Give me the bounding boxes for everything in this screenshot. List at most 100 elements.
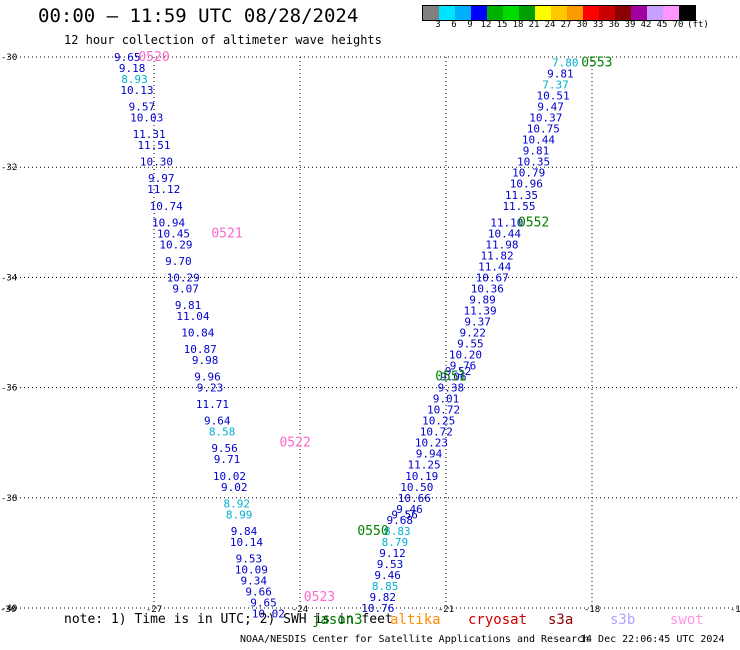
wave-height-value: 10.44: [522, 134, 555, 147]
wave-height-value: 10.67: [476, 271, 509, 284]
wave-height-value: 10.03: [130, 112, 163, 125]
wave-height-value: 9.52: [445, 365, 472, 378]
y-tick-label: -40: [1, 604, 17, 614]
x-tick-label: -30: [0, 605, 16, 615]
wave-height-value: 11.39: [464, 304, 497, 317]
wave-height-value: 10.75: [527, 123, 560, 136]
chart-title: 00:00 – 11:59 UTC 08/28/2024: [38, 5, 359, 27]
legend-label: 30: [576, 20, 588, 30]
wave-height-value: 8.93: [121, 73, 148, 86]
legend-label: 70: [672, 20, 684, 30]
legend-label: (ft): [687, 20, 709, 30]
wave-height-value: 11.82: [481, 249, 514, 262]
y-tick-label: -36: [1, 384, 17, 394]
legend-swatch: [551, 6, 567, 20]
wave-height-value: 9.65: [250, 596, 277, 609]
x-tick-label: -24: [292, 605, 308, 615]
legend-label: 18: [512, 20, 524, 30]
wave-height-value: 10.96: [510, 178, 543, 191]
wave-height-value: 9.65: [114, 51, 141, 64]
wave-height-value: 9.18: [119, 62, 146, 75]
wave-height-value: 7.37: [542, 79, 569, 92]
wave-height-value: 9.89: [469, 293, 496, 306]
wave-height-value: 9.55: [457, 338, 484, 351]
legend-swatch: [679, 6, 695, 20]
wave-height-value: 11.51: [137, 139, 170, 152]
track-time-label: 0550: [357, 524, 388, 539]
wave-height-value: 9.98: [192, 354, 219, 367]
legend-swatch: [647, 6, 663, 20]
track-time-label: 0522: [279, 436, 310, 451]
satellite-label-s3b: s3b: [610, 612, 636, 628]
legend-label: 45: [656, 20, 668, 30]
legend-label: 27: [560, 20, 572, 30]
legend-label: 33: [592, 20, 604, 30]
wave-height-value: 10.72: [427, 404, 460, 417]
wave-height-value: 10.35: [517, 156, 550, 169]
wave-height-value: 10.79: [512, 167, 545, 180]
x-tick-label: -18: [584, 605, 600, 615]
legend-swatch: [487, 6, 503, 20]
wave-height-value: 11.12: [147, 183, 180, 196]
wave-height-value: 10.29: [167, 271, 200, 284]
legend-label: 3: [435, 20, 441, 30]
wave-height-value: 9.82: [369, 591, 396, 604]
wave-height-value: 9.68: [387, 514, 414, 527]
legend-label: 21: [528, 20, 540, 30]
wave-height-value: 11.31: [133, 128, 166, 141]
satellite-label-altika: altika: [390, 612, 441, 628]
wave-height-value: 10.30: [140, 156, 173, 169]
wave-height-value: 10.51: [537, 90, 570, 103]
wave-height-value: 10.66: [398, 492, 431, 505]
wave-height-value: 10.29: [159, 238, 192, 251]
wave-height-value: 9.81: [547, 68, 574, 81]
legend-label: 39: [624, 20, 636, 30]
wave-height-value: 8.83: [384, 525, 411, 538]
wave-height-value: 10.20: [449, 349, 482, 362]
legend-swatch: [519, 6, 535, 20]
wave-height-value: 9.02: [221, 481, 248, 494]
legend-swatch: [455, 6, 471, 20]
wave-height-value: 9.46: [396, 503, 423, 516]
wave-height-value: 10.19: [405, 470, 438, 483]
x-tick-label: -27: [146, 605, 162, 615]
wave-height-value: 10.25: [422, 415, 455, 428]
wave-height-value: 10.23: [415, 437, 448, 450]
legend-label: 36: [608, 20, 620, 30]
wave-height-value: 10.87: [184, 343, 217, 356]
wave-height-value: 9.12: [379, 547, 406, 560]
wave-height-value: 9.53: [377, 558, 404, 571]
wave-height-value: 10.13: [120, 84, 153, 97]
footer-note: note: 1) Time is in UTC; 2) SWH is in fe…: [64, 612, 393, 627]
wave-height-value: 10.36: [471, 282, 504, 295]
wave-height-value: 9.81: [523, 145, 550, 158]
color-legend-bar: [422, 5, 696, 21]
satellite-label-jason3: jason3: [312, 612, 363, 628]
y-tick-label: -30: [1, 53, 17, 63]
y-tick-label: -34: [1, 273, 17, 283]
legend-swatch: [439, 6, 455, 20]
wave-height-value: 9.96: [194, 371, 221, 384]
legend-swatch: [423, 6, 439, 20]
satellite-label-cryosat: cryosat: [468, 612, 528, 628]
wave-height-value: 9.53: [236, 552, 263, 565]
wave-height-value: 10.02: [252, 608, 285, 621]
chart-subtitle: 12 hour collection of altimeter wave hei…: [64, 33, 382, 47]
wave-height-value: 9.57: [129, 101, 156, 114]
track-time-label: 0520: [138, 50, 169, 65]
wave-height-value: 11.71: [196, 398, 229, 411]
wave-height-value: 9.56: [391, 508, 418, 521]
track-time-label: 0551: [435, 370, 466, 385]
wave-height-value: 9.81: [175, 299, 202, 312]
wave-height-value: 10.44: [488, 227, 521, 240]
wave-height-value: 11.44: [478, 260, 511, 273]
wave-height-value: 10.84: [181, 327, 214, 340]
wave-height-value: 8.58: [209, 426, 236, 439]
footer-date: 14 Dec 22:06:45 UTC 2024: [580, 634, 725, 645]
wave-height-value: 9.66: [245, 585, 272, 598]
wave-height-value: 9.37: [464, 315, 491, 328]
wave-height-value: 9.46: [374, 569, 401, 582]
legend-label: 42: [640, 20, 652, 30]
legend-label: 6: [451, 20, 457, 30]
wave-height-value: 10.50: [400, 481, 433, 494]
